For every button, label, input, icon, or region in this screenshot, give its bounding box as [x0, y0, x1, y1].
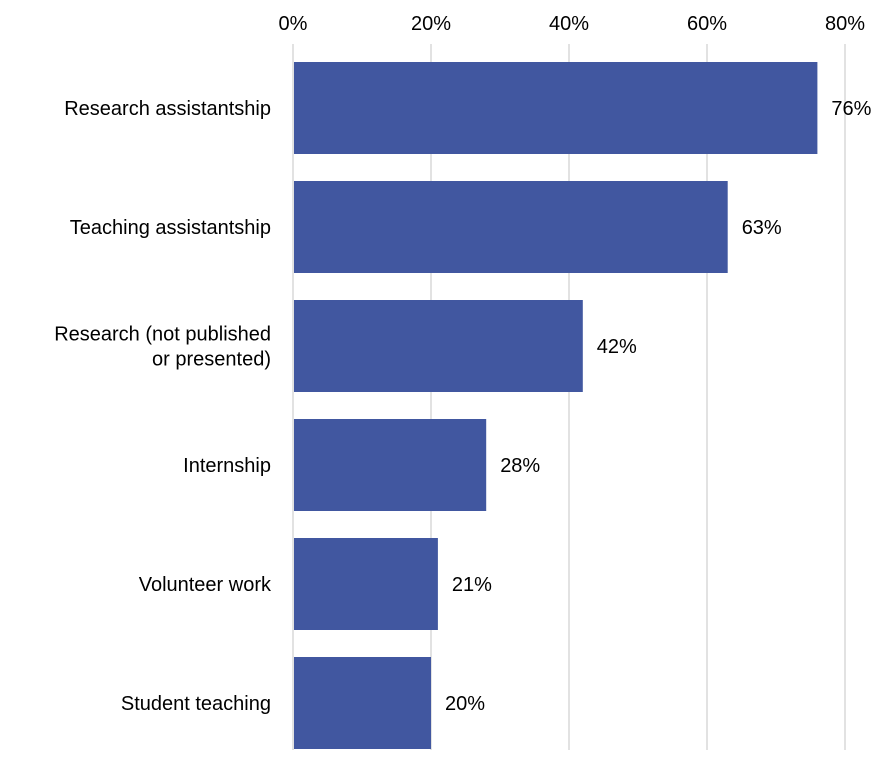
x-tick-label: 20%: [411, 13, 451, 35]
category-label: Teaching assistantship: [70, 217, 271, 239]
bar: [294, 419, 487, 511]
category-label: Research (not published or presented): [54, 324, 271, 371]
x-tick-label: 40%: [549, 13, 589, 35]
data-label: 20%: [445, 693, 485, 715]
x-tick-label: 0%: [279, 13, 308, 35]
x-axis-ticks: 0% 20% 40% 60% 80%: [279, 13, 866, 35]
category-label: Volunteer work: [139, 574, 272, 596]
x-tick-label: 60%: [687, 13, 727, 35]
x-tick-label: 80%: [825, 13, 865, 35]
category-label: Research assistantship: [64, 98, 271, 120]
category-label: Student teaching: [121, 693, 271, 715]
data-label: 21%: [452, 574, 492, 596]
bar: [294, 181, 728, 273]
category-label-line: Internship: [183, 455, 271, 477]
category-label-line: Student teaching: [121, 693, 271, 715]
category-label-line: Research assistantship: [64, 98, 271, 120]
bar: [294, 657, 431, 749]
category-label: Internship: [183, 455, 271, 477]
bar: [294, 538, 438, 630]
category-label-line: Volunteer work: [139, 574, 272, 596]
data-label: 76%: [831, 98, 871, 120]
gridlines: [292, 44, 846, 750]
bars: [294, 62, 818, 749]
category-label-line: or presented): [152, 349, 271, 371]
category-labels: Research assistantship Teaching assistant…: [54, 98, 272, 715]
data-labels: 76% 63% 42% 28% 21% 20%: [445, 98, 872, 715]
category-label-line: Research (not published: [54, 324, 271, 346]
data-label: 42%: [597, 336, 637, 358]
category-label-line: Teaching assistantship: [70, 217, 271, 239]
bar: [294, 62, 818, 154]
bar: [294, 300, 583, 392]
data-label: 63%: [742, 217, 782, 239]
data-label: 28%: [500, 455, 540, 477]
